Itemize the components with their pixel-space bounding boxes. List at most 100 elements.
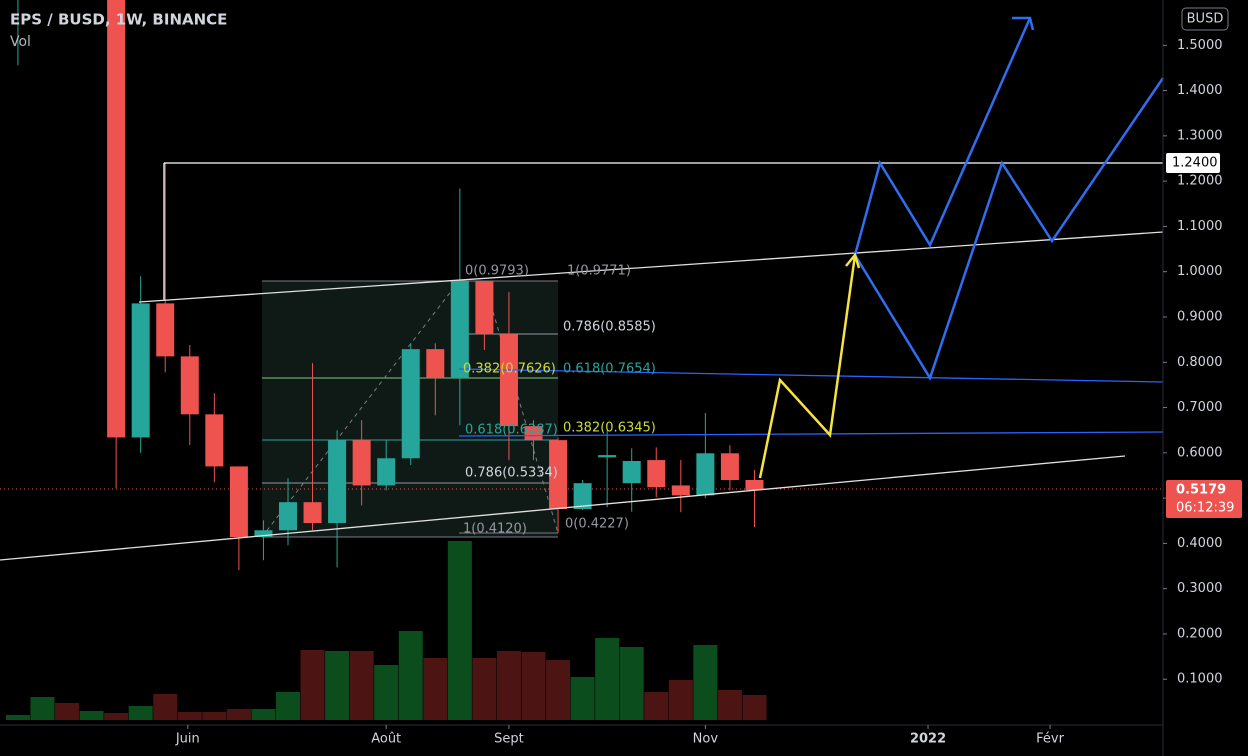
- volume-bar: [693, 645, 718, 720]
- fib-label: 1(0.4120): [463, 522, 527, 537]
- volume-bar: [275, 692, 300, 720]
- volume-label: Vol: [10, 34, 31, 50]
- y-tick-label: 0.3000: [1177, 581, 1223, 596]
- fib-label: 0.382(0.7626): [463, 362, 556, 377]
- candle-body: [647, 460, 666, 488]
- volume-bar: [5, 715, 30, 720]
- x-tick-label: Juin: [175, 732, 200, 747]
- candle-body: [229, 466, 248, 538]
- candle-body: [401, 349, 420, 459]
- x-tick-label: Août: [371, 732, 401, 747]
- volume-bar: [546, 660, 571, 720]
- volume-bar: [644, 692, 669, 720]
- volume-bar: [104, 713, 129, 720]
- y-tick-label: 0.4000: [1177, 536, 1223, 551]
- y-tick-label: 1.1000: [1177, 219, 1223, 234]
- candle-body: [107, 0, 126, 438]
- candle-body: [499, 334, 518, 427]
- candle-body: [450, 281, 469, 379]
- volume-bar: [177, 712, 202, 720]
- fib-label: 0.786(0.5334): [465, 466, 558, 481]
- x-tick-label: Févr: [1036, 732, 1064, 747]
- level-tag: [1166, 153, 1220, 174]
- candle-body: [720, 453, 739, 480]
- candle-body: [156, 303, 175, 357]
- fib-label: 0.618(0.6287): [465, 423, 558, 438]
- candle-body: [205, 414, 224, 467]
- volume-bar: [619, 647, 644, 720]
- volume-bar: [325, 651, 350, 720]
- candle-body: [131, 303, 150, 438]
- y-tick-label: 1.0000: [1177, 264, 1223, 279]
- volume-bar: [742, 695, 767, 720]
- volume-bar: [521, 652, 546, 720]
- x-tick-label: Sept: [494, 732, 524, 747]
- fib-label: 0.786(0.8585): [563, 320, 656, 335]
- level-label: 1.2400: [1172, 156, 1218, 171]
- volume-bar: [300, 650, 325, 720]
- fib-label: 0(0.9793): [465, 264, 529, 279]
- volume-bar: [128, 706, 153, 720]
- candle-body: [475, 281, 494, 335]
- currency-box[interactable]: [1181, 7, 1229, 31]
- candle-body: [524, 426, 543, 441]
- candle-body: [573, 483, 592, 509]
- candle-body: [303, 502, 322, 524]
- volume-bar: [398, 631, 423, 720]
- volume-bar: [496, 651, 521, 720]
- candle-body: [328, 440, 347, 524]
- currency[interactable]: BUSD: [1187, 12, 1224, 27]
- volume-bar: [349, 651, 374, 720]
- candle-body: [254, 530, 273, 538]
- y-tick-label: 0.1000: [1177, 672, 1223, 687]
- volume-bar: [717, 690, 742, 720]
- y-tick-label: 0.9000: [1177, 309, 1223, 324]
- volume-bar: [472, 658, 497, 720]
- candle-body: [696, 453, 715, 496]
- fib-label: 0(0.4227): [565, 517, 629, 532]
- volume-bar: [423, 658, 448, 720]
- candle-body: [426, 349, 445, 379]
- volume-bar: [668, 680, 693, 720]
- last-price-label: 0.5179: [1176, 483, 1226, 498]
- volume-bar: [447, 541, 472, 720]
- x-tick-label: 2022: [910, 732, 946, 747]
- volume-bar: [55, 703, 80, 720]
- volume-bar: [226, 709, 251, 720]
- volume-bar: [374, 665, 399, 720]
- fib-label: 0.618(0.7654): [563, 362, 656, 377]
- candle-body: [745, 480, 764, 491]
- candle-body: [377, 458, 396, 486]
- volume-bar: [30, 697, 55, 720]
- y-tick-label: 1.2000: [1177, 174, 1223, 189]
- candle-body: [549, 440, 568, 509]
- volume-bar: [595, 638, 620, 720]
- candle-body: [278, 502, 297, 531]
- y-tick-label: 0.7000: [1177, 400, 1223, 415]
- volume-bar: [79, 711, 104, 720]
- candle-body: [671, 485, 690, 496]
- y-tick-label: 1.4000: [1177, 83, 1223, 98]
- fib-label: 0.382(0.6345): [563, 421, 656, 436]
- y-tick-label: 0.8000: [1177, 355, 1223, 370]
- last-price-tag: [1166, 480, 1242, 519]
- candle-body: [622, 460, 641, 484]
- volume-bar: [251, 709, 276, 720]
- y-tick-label: 1.5000: [1177, 38, 1223, 53]
- x-tick-label: Nov: [693, 732, 719, 747]
- volume-bar: [570, 677, 595, 720]
- volume-bar: [153, 694, 178, 720]
- y-tick-label: 0.2000: [1177, 626, 1223, 641]
- volume-bar: [202, 712, 227, 720]
- y-tick-label: 1.3000: [1177, 128, 1223, 143]
- chart-title: EPS / BUSD, 1W, BINANCE: [10, 11, 227, 29]
- fib-label: 1(0.9771): [567, 264, 631, 279]
- candle-body: [352, 440, 371, 486]
- countdown: 06:12:39: [1176, 501, 1234, 516]
- drawings: [0, 16, 1165, 561]
- candle-body: [180, 356, 199, 415]
- candle-body: [598, 455, 617, 458]
- y-tick-label: 0.6000: [1177, 445, 1223, 460]
